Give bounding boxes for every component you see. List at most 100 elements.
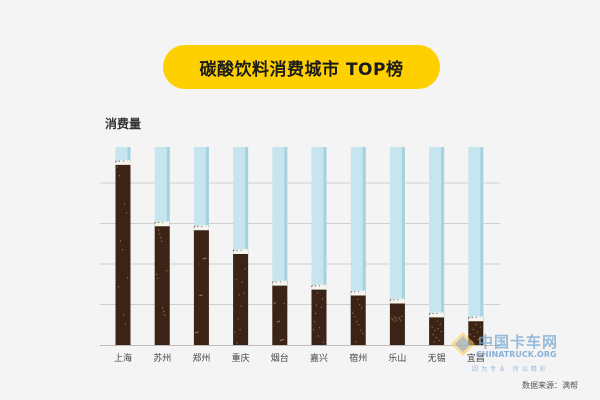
bar-bubble bbox=[472, 328, 474, 331]
bar-bubble bbox=[313, 321, 316, 323]
bar-bubble bbox=[278, 320, 280, 322]
bar bbox=[233, 147, 249, 345]
bar-fill bbox=[233, 249, 249, 345]
bar-bubble bbox=[393, 320, 395, 322]
bar-bubble bbox=[157, 277, 159, 279]
bar-bubble bbox=[161, 240, 163, 242]
bar-bubble bbox=[362, 332, 364, 334]
bar-bubble bbox=[355, 341, 357, 343]
bar bbox=[115, 147, 131, 345]
bar-foam bbox=[389, 298, 405, 304]
x-tick-label: 苏州 bbox=[153, 352, 171, 364]
bar-bubble bbox=[281, 339, 283, 341]
bar-bubble bbox=[196, 331, 198, 333]
bar-bubble bbox=[395, 318, 397, 320]
bar-fill bbox=[193, 226, 209, 345]
x-tick-label: 重庆 bbox=[232, 352, 250, 364]
bar-bubble bbox=[276, 321, 278, 323]
bar-bubble bbox=[240, 305, 242, 307]
watermark: 中国卡车网 CHINATRUCK.ORG 因为专业 所以精彩 bbox=[450, 327, 568, 375]
bar-fill bbox=[115, 160, 131, 345]
bar-bubble bbox=[201, 294, 203, 296]
bar-foam bbox=[233, 248, 249, 254]
bar-bubble bbox=[282, 339, 284, 341]
bar-bubble bbox=[431, 326, 433, 328]
bar-bubble bbox=[195, 332, 197, 334]
bar-bubble bbox=[199, 295, 201, 297]
bar bbox=[311, 147, 327, 345]
bars bbox=[115, 147, 484, 345]
bar-bubble bbox=[118, 175, 121, 177]
bar-bubble bbox=[200, 294, 202, 296]
bar-bubble bbox=[315, 304, 318, 306]
bar-bubble bbox=[320, 306, 323, 308]
bar-bubble bbox=[356, 321, 358, 323]
bar-bubble bbox=[162, 307, 164, 309]
bar bbox=[389, 147, 405, 345]
bar-bubble bbox=[396, 319, 398, 321]
bar-bubble bbox=[479, 326, 481, 328]
bar-bubble bbox=[354, 315, 356, 317]
bar-bubble bbox=[436, 320, 438, 322]
bar-bubble bbox=[280, 339, 282, 341]
bar-bubble bbox=[469, 333, 471, 335]
bar-bubble bbox=[473, 336, 475, 338]
watermark-logo-icon bbox=[451, 332, 475, 356]
bar-bubble bbox=[202, 258, 204, 260]
bar-glass-edge bbox=[480, 147, 484, 345]
bar-bubble bbox=[121, 249, 124, 251]
bar-fill bbox=[468, 317, 484, 345]
bar-bubble bbox=[203, 258, 205, 260]
bar-bubble bbox=[401, 315, 403, 318]
x-tick-label: 乐山 bbox=[388, 352, 406, 364]
bar-bubble bbox=[123, 203, 126, 205]
bar-bubble bbox=[125, 212, 128, 214]
bar-glass bbox=[389, 147, 405, 345]
x-tick-label: 郑州 bbox=[192, 352, 210, 364]
bar-bubble bbox=[164, 314, 166, 316]
bar-glass-edge bbox=[362, 147, 366, 345]
bar-bubble bbox=[235, 279, 237, 281]
bar-bubble bbox=[433, 341, 435, 343]
bar bbox=[468, 147, 484, 345]
bar-bubble bbox=[314, 312, 317, 314]
bar bbox=[429, 147, 445, 345]
bar-bubble bbox=[236, 342, 238, 344]
bar-fill bbox=[154, 222, 170, 345]
bar-bubble bbox=[399, 318, 401, 320]
bar-bubble bbox=[238, 294, 240, 296]
bar-bubble bbox=[156, 273, 158, 276]
bar-bubble bbox=[352, 312, 354, 314]
bar-foam bbox=[350, 290, 366, 296]
bar-bubble bbox=[359, 304, 361, 306]
y-axis-label: 消费量 bbox=[105, 117, 142, 131]
bar-foam bbox=[429, 312, 445, 318]
bar-bubble bbox=[116, 166, 119, 168]
bar-fill bbox=[272, 281, 288, 345]
bar-bubble bbox=[432, 333, 434, 336]
bar-bubble bbox=[398, 317, 400, 319]
bar-bubble bbox=[283, 302, 285, 305]
bar-bubble bbox=[475, 324, 477, 326]
bar-fill bbox=[311, 285, 327, 345]
bar-bubble bbox=[478, 338, 480, 341]
bar-foam bbox=[115, 159, 131, 165]
bar-bubble bbox=[197, 331, 199, 333]
watermark-slogan: 因为专业 所以精彩 bbox=[472, 366, 549, 373]
bar-bubble bbox=[312, 329, 315, 331]
bar-bubble bbox=[318, 327, 321, 329]
bar-bubble bbox=[158, 229, 160, 231]
bar-bubble bbox=[241, 281, 243, 283]
bar-bubble bbox=[440, 330, 442, 333]
bar-bubble bbox=[277, 320, 279, 323]
x-tick-label: 嘉兴 bbox=[310, 352, 328, 364]
bar-glass-edge bbox=[245, 147, 249, 345]
bar-bubble bbox=[435, 336, 437, 339]
bar-glass bbox=[429, 147, 445, 345]
bar-glass bbox=[468, 147, 484, 345]
bar-glass-edge bbox=[441, 147, 445, 345]
bar-bubble bbox=[274, 302, 276, 304]
bar-foam bbox=[272, 280, 288, 286]
bar-bubble bbox=[434, 329, 436, 331]
bar-bubble bbox=[124, 323, 127, 325]
